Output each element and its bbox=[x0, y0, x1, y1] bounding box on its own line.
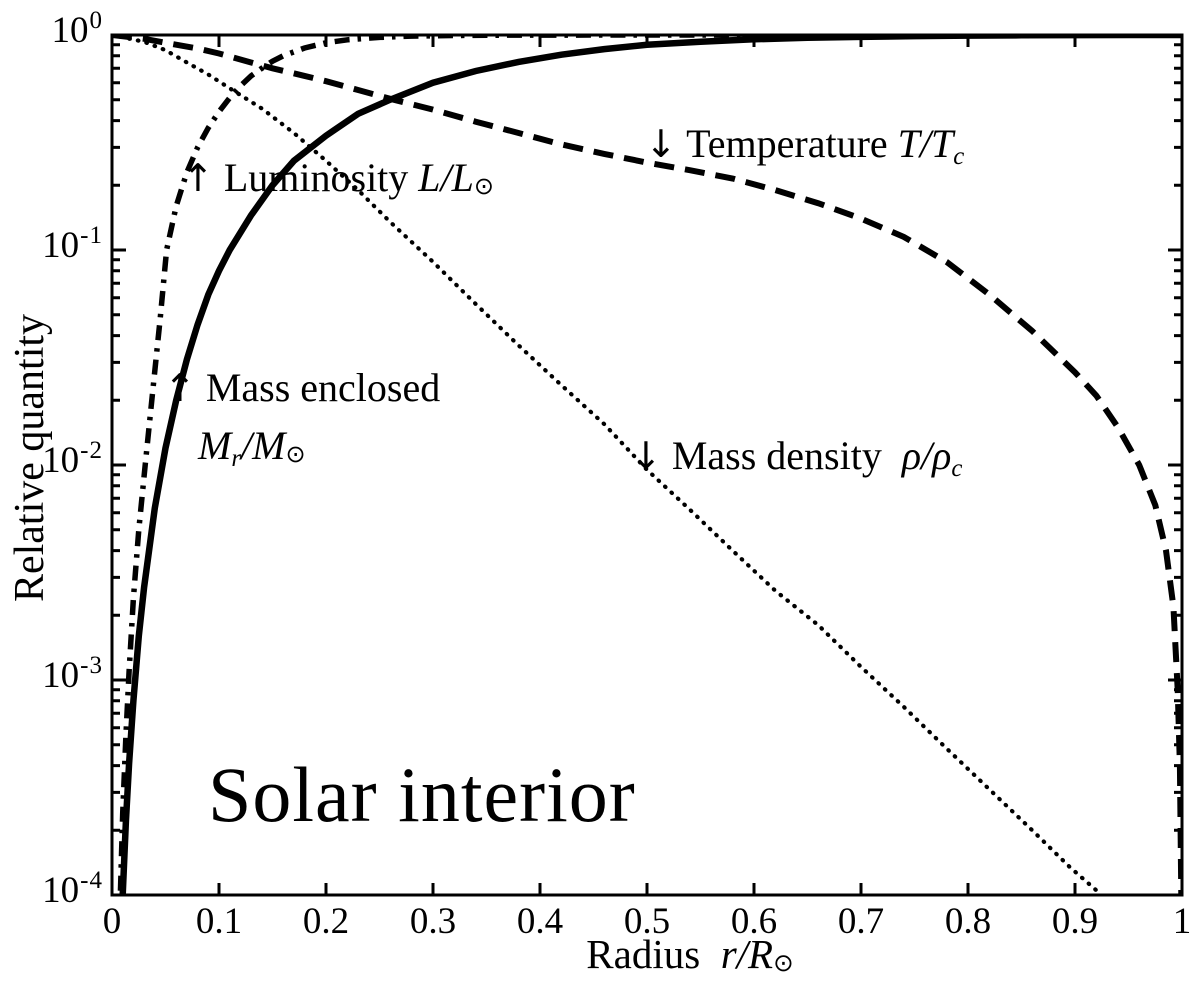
y-tick-mantissa: 10 bbox=[42, 870, 80, 911]
label-segment: Mass density bbox=[661, 433, 902, 478]
y-tick-exponent: -1 bbox=[80, 222, 103, 249]
label-segment: ↓ bbox=[630, 434, 662, 478]
y-tick-label: 10-2 bbox=[0, 437, 103, 485]
y-tick-mantissa: 10 bbox=[42, 440, 80, 481]
annotation-mass-enclosed-line2: Mr/M⊙ bbox=[198, 423, 306, 472]
y-tick-exponent: -2 bbox=[80, 437, 103, 464]
label-segment: Mass enclosed bbox=[195, 365, 441, 410]
y-tick-label: 10-4 bbox=[0, 867, 103, 915]
label-segment: r/R bbox=[720, 931, 774, 977]
label-segment: ⊙ bbox=[773, 948, 794, 978]
label-segment: Radius bbox=[586, 931, 721, 977]
y-tick-exponent: -3 bbox=[80, 652, 103, 679]
x-tick-label: 0.5 bbox=[623, 901, 671, 942]
axis-ticks bbox=[110, 33, 1184, 897]
x-tick-label: 0.8 bbox=[944, 901, 992, 942]
y-tick-mantissa: 10 bbox=[42, 225, 80, 266]
x-tick-label: 0.6 bbox=[730, 901, 778, 942]
label-segment: c bbox=[951, 454, 963, 482]
y-tick-mantissa: 10 bbox=[42, 655, 80, 696]
x-axis-title: Radius r/R⊙ bbox=[586, 930, 793, 978]
chart-inner-title: Solar interior bbox=[208, 751, 636, 838]
x-tick-label: 0.3 bbox=[409, 901, 457, 942]
annotation-mass-enclosed-line1: ↑ Mass enclosed bbox=[164, 366, 440, 410]
y-tick-label: 100 bbox=[0, 7, 103, 55]
label-segment: ρ/ρ bbox=[901, 433, 952, 478]
annotation-luminosity: ↑ Luminosity L/L⊙ bbox=[182, 156, 494, 200]
x-tick-label: 0.9 bbox=[1051, 901, 1099, 942]
label-segment: Luminosity bbox=[213, 155, 419, 200]
label-segment: ↓ bbox=[645, 122, 677, 166]
x-tick-label: 0.1 bbox=[195, 901, 243, 942]
x-tick-label: 0.7 bbox=[837, 901, 885, 942]
y-tick-exponent: 0 bbox=[89, 7, 103, 34]
label-segment: Temperature bbox=[676, 121, 898, 166]
label-segment: ⊙ bbox=[473, 172, 495, 201]
label-segment: M bbox=[198, 423, 232, 468]
label-segment: c bbox=[953, 142, 965, 170]
label-segment: ↑ bbox=[164, 366, 196, 410]
x-tick-label: 0.4 bbox=[516, 901, 564, 942]
y-tick-label: 10-3 bbox=[0, 652, 103, 700]
label-segment: ⊙ bbox=[285, 440, 306, 469]
y-tick-label: 10-1 bbox=[0, 222, 103, 270]
y-tick-mantissa: 10 bbox=[51, 10, 89, 51]
x-tick-label: 0.2 bbox=[302, 901, 350, 942]
x-tick-label: 1 bbox=[1172, 901, 1192, 942]
annotation-temperature: ↓ Temperature T/Tc bbox=[645, 121, 964, 170]
curve-mass-density bbox=[112, 35, 1103, 895]
label-segment: / bbox=[240, 423, 253, 468]
annotation-mass-density: ↓ Mass density ρ/ρc bbox=[630, 433, 962, 482]
label-segment: T/T bbox=[897, 121, 954, 166]
label-segment: r bbox=[231, 444, 241, 472]
y-tick-exponent: -4 bbox=[80, 867, 103, 894]
curve-temperature bbox=[112, 35, 1182, 895]
label-segment: ↑ bbox=[182, 156, 214, 200]
label-segment: M bbox=[252, 423, 286, 468]
label-segment: L/L bbox=[418, 155, 474, 200]
x-tick-label: 0 bbox=[102, 901, 122, 942]
